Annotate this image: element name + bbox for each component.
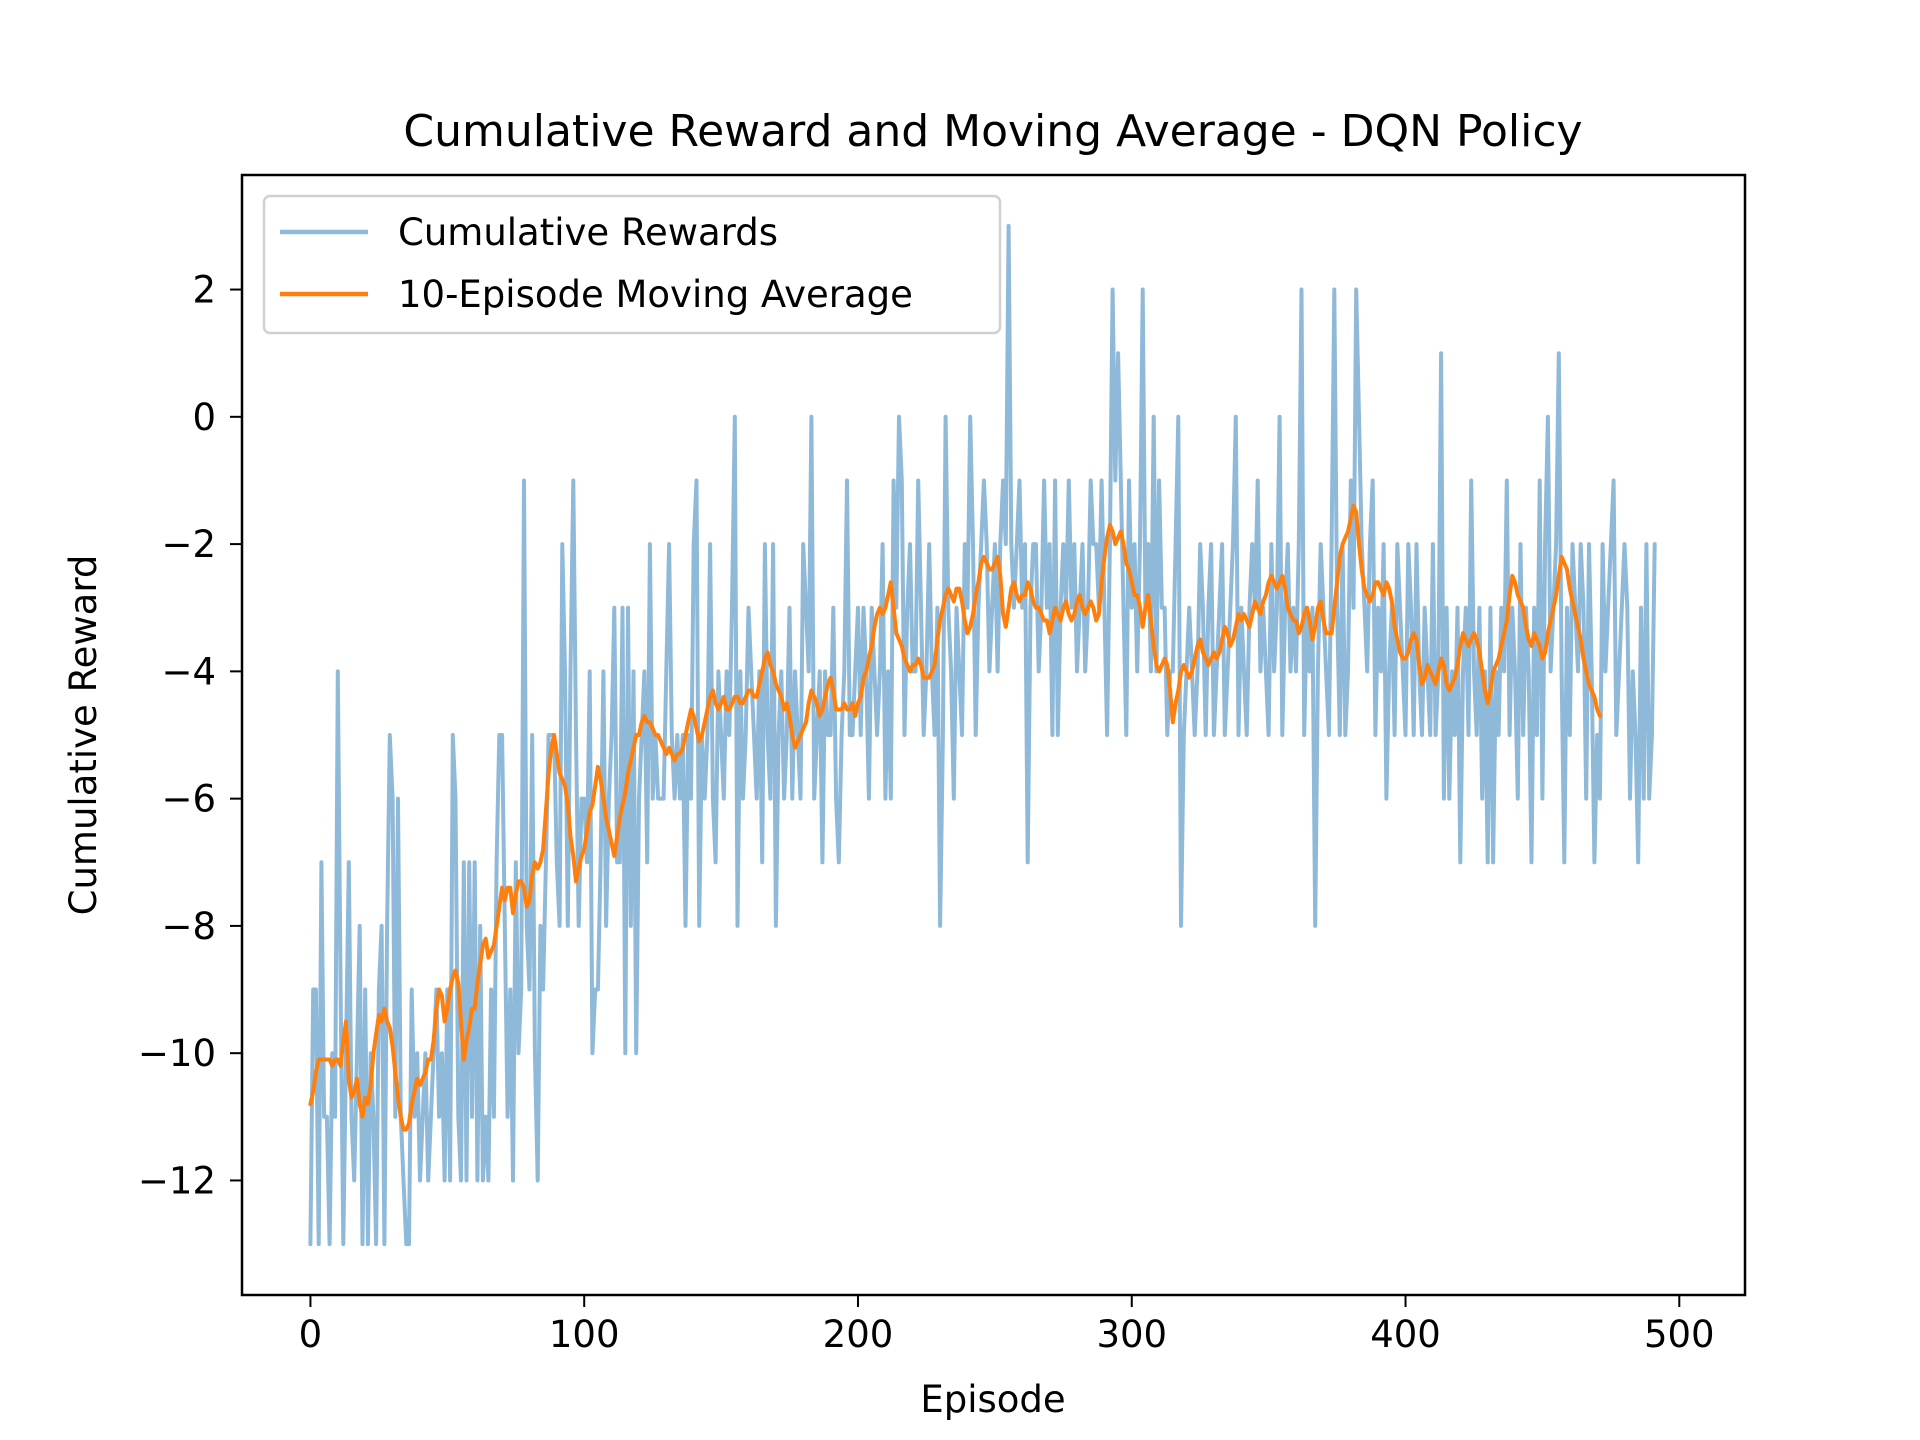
legend-label-ma: 10-Episode Moving Average xyxy=(398,273,913,316)
y-axis: 2 0 −2 −4 −6 −8 −10 −12 xyxy=(138,269,242,1202)
x-tick-label: 500 xyxy=(1644,1313,1715,1356)
legend-box xyxy=(262,194,1002,335)
x-tick-label: 300 xyxy=(1096,1313,1167,1356)
legend-label-raw: Cumulative Rewards xyxy=(398,211,778,254)
plot-frame xyxy=(240,173,1747,1297)
x-axis: 0 100 200 300 400 500 xyxy=(299,1295,1715,1356)
y-tick-label: 2 xyxy=(192,269,216,312)
series-line-moving-average xyxy=(308,503,1602,1132)
y-tick-label: −12 xyxy=(138,1159,216,1202)
y-tick-label: −2 xyxy=(161,523,216,566)
x-axis-label: Episode xyxy=(920,1378,1065,1421)
chart-title: Cumulative Reward and Moving Average - D… xyxy=(403,106,1582,157)
legend: Cumulative Rewards 10-Episode Moving Ave… xyxy=(262,194,1002,335)
x-tick-label: 100 xyxy=(549,1313,620,1356)
y-tick-label: −6 xyxy=(161,778,216,821)
y-tick-label: −8 xyxy=(161,905,216,948)
x-tick-label: 200 xyxy=(823,1313,894,1356)
x-tick-label: 0 xyxy=(299,1313,323,1356)
plot-area xyxy=(240,173,1747,1297)
x-tick-label: 400 xyxy=(1370,1313,1441,1356)
y-tick-label: −4 xyxy=(161,650,216,693)
y-tick-label: 0 xyxy=(192,396,216,439)
y-axis-label: Cumulative Reward xyxy=(62,555,105,916)
y-tick-label: −10 xyxy=(138,1032,216,1075)
series-line-cumulative-rewards xyxy=(308,223,1657,1247)
